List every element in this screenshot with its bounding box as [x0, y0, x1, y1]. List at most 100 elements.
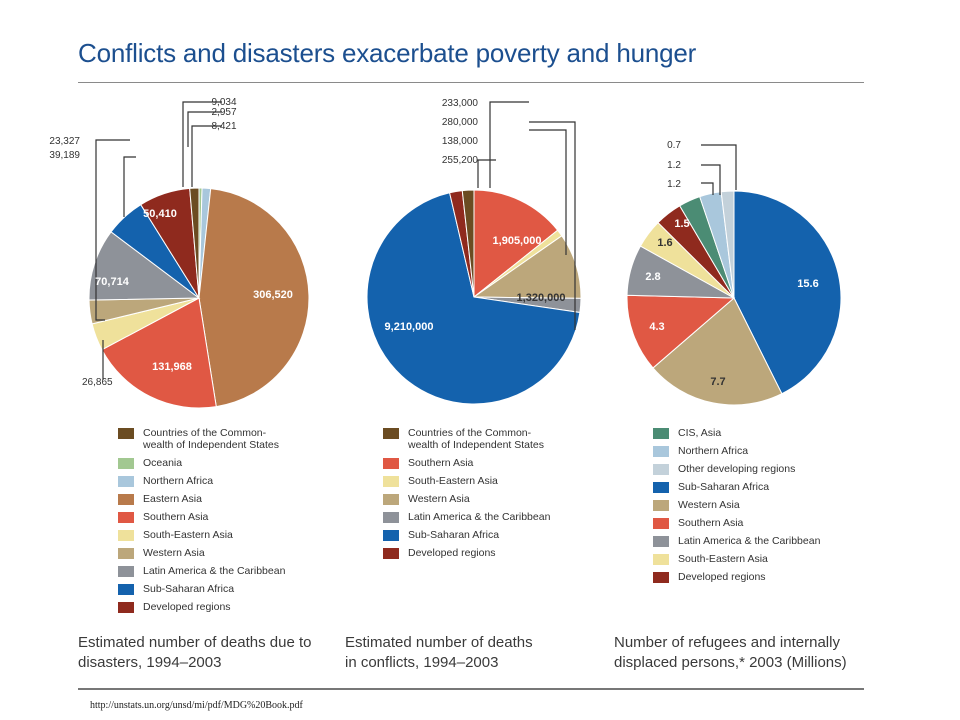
pie-chart-conflicts: 1,905,000 138,000 1,320,000 280,000 9,210,00…	[366, 98, 582, 405]
slice-label-cis-asia: 1.2	[667, 179, 681, 190]
callout-line-cis-asia	[701, 182, 714, 195]
legend-swatch	[653, 536, 669, 547]
legend-label: Sub-Saharan Africa	[143, 583, 235, 595]
legend-swatch	[118, 476, 134, 487]
legend-label: Developed regions	[143, 601, 231, 613]
legend-label: Developed regions	[408, 547, 496, 559]
slice-label-southern-asia: 131,968	[152, 361, 192, 373]
legend-conflicts: Countries of the Common- wealth of Indep…	[383, 427, 550, 565]
legend-item-developed-regions: Developed regions	[118, 601, 285, 613]
legend-swatch	[653, 428, 669, 439]
pie-slice-eastern-asia	[198, 188, 310, 408]
legend-swatch	[653, 464, 669, 475]
slice-label-countries-of-the-common-wealth-of-independent-states: 233,000	[442, 98, 479, 109]
legend-label: Latin America & the Caribbean	[678, 535, 821, 547]
legend-label: Sub-Saharan Africa	[678, 481, 770, 493]
slice-label-countries-of-the-common-wealth-of-independent-states: 9,034	[211, 97, 236, 108]
pie-slice-sub-saharan-africa	[366, 192, 581, 405]
slice-label-latin-america-and-the-caribbean: 280,000	[442, 117, 479, 128]
legend-label: South-Eastern Asia	[408, 475, 498, 487]
slice-label-northern-africa: 1.2	[667, 160, 681, 171]
legend-label: Northern Africa	[678, 445, 749, 457]
legend-item-western-asia: Western Asia	[383, 493, 550, 505]
callout-line-countries-of-the-common-wealth-of-independent-states	[182, 101, 222, 187]
slice-label-latin-america-and-the-caribbean: 2.8	[645, 271, 660, 283]
slice-label-northern-africa: 8,421	[211, 121, 236, 132]
slice-label-developed-regions: 50,410	[143, 208, 177, 220]
slice-label-other-developing-regions: 0.7	[667, 140, 681, 151]
pie-slice-southern-asia	[626, 294, 736, 369]
legend-item-sub-saharan-africa: Sub-Saharan Africa	[118, 583, 285, 595]
legend-item-countries-of-the-common-wealth-of-independent-states: Countries of the Common- wealth of Indep…	[118, 427, 285, 451]
legend-label: Southern Asia	[408, 457, 474, 469]
legend-item-sub-saharan-africa: Sub-Saharan Africa	[653, 481, 820, 493]
slice-label-sub-saharan-africa: 15.6	[797, 278, 818, 290]
legend-swatch	[118, 548, 134, 559]
slice-label-sub-saharan-africa: 39,189	[49, 150, 80, 161]
legend-item-southern-asia: Southern Asia	[383, 457, 550, 469]
legend-swatch	[118, 584, 134, 595]
legend-item-southern-asia: Southern Asia	[118, 511, 285, 523]
legend-swatch	[118, 494, 134, 505]
pie-slice-countries-of-the-common-wealth-of-independent-states	[461, 189, 475, 298]
legend-item-eastern-asia: Eastern Asia	[118, 493, 285, 505]
caption-disasters: Estimated number of deaths due to disast…	[78, 634, 312, 671]
page-title: Conflicts and disasters exacerbate pover…	[78, 38, 697, 68]
legend-label: CIS, Asia	[678, 427, 722, 439]
legend-label: Sub-Saharan Africa	[408, 529, 500, 541]
legend-item-northern-africa: Northern Africa	[653, 445, 820, 457]
legend-label: Western Asia	[143, 547, 205, 559]
pie-slice-countries-of-the-common-wealth-of-independent-states	[189, 187, 200, 299]
slice-label-southern-asia: 4.3	[649, 321, 664, 333]
legend-item-sub-saharan-africa: Sub-Saharan Africa	[383, 529, 550, 541]
legend-label: South-Eastern Asia	[678, 553, 768, 565]
title-divider	[78, 82, 864, 83]
callout-line-northern-africa	[191, 125, 222, 187]
pie-chart-refugees: 15.6 7.7 4.3 2.8 1.61.5 1.2 1.2 0.7	[626, 140, 842, 406]
legend-item-western-asia: Western Asia	[118, 547, 285, 559]
legend-swatch	[653, 500, 669, 511]
legend-item-latin-america-and-the-caribbean: Latin America & the Caribbean	[118, 565, 285, 577]
legend-swatch	[118, 458, 134, 469]
legend-label: Latin America & the Caribbean	[408, 511, 551, 523]
source-link[interactable]: http://unstats.un.org/unsd/mi/pdf/MDG%20…	[90, 700, 303, 711]
slice-label-southern-asia: 1,905,000	[493, 235, 542, 247]
callout-line-south-eastern-asia	[529, 129, 567, 255]
legend-item-developed-regions: Developed regions	[383, 547, 550, 559]
legend-item-other-developing-regions: Other developing regions	[653, 463, 820, 475]
callout-line-sub-saharan-africa	[123, 156, 136, 217]
legend-item-south-eastern-asia: South-Eastern Asia	[383, 475, 550, 487]
charts-canvas: 2,957 8,421 306,520 131,968 26,865 23,327 70,7…	[49, 97, 842, 409]
slice-label-oceania: 2,957	[211, 107, 236, 118]
legend-label: Developed regions	[678, 571, 766, 583]
callout-line-developed-regions	[477, 159, 496, 188]
legend-label: Latin America & the Caribbean	[143, 565, 286, 577]
legend-item-south-eastern-asia: South-Eastern Asia	[118, 529, 285, 541]
pie-slice-southern-asia	[101, 297, 217, 409]
legend-label: South-Eastern Asia	[143, 529, 233, 541]
legend-swatch	[383, 428, 399, 439]
slice-label-western-asia: 7.7	[710, 376, 725, 388]
legend-item-western-asia: Western Asia	[653, 499, 820, 511]
slice-label-latin-america-and-the-caribbean: 70,714	[95, 276, 130, 288]
legend-item-south-eastern-asia: South-Eastern Asia	[653, 553, 820, 565]
callout-line-other-developing-regions	[701, 144, 737, 190]
legend-item-southern-asia: Southern Asia	[653, 517, 820, 529]
slice-label-western-asia: 23,327	[49, 136, 80, 147]
legend-swatch	[118, 602, 134, 613]
legend-swatch	[383, 494, 399, 505]
legend-swatch	[653, 446, 669, 457]
legend-label: Countries of the Common- wealth of Indep…	[408, 427, 545, 451]
pie-slice-western-asia	[652, 297, 783, 406]
callout-line-northern-africa	[701, 164, 721, 195]
slice-label-eastern-asia: 306,520	[253, 289, 293, 301]
legend-label: Western Asia	[408, 493, 470, 505]
slice-label-developed-regions: 1.5	[674, 218, 689, 230]
legend-label: Eastern Asia	[143, 493, 202, 505]
callout-line-oceania	[187, 111, 222, 147]
legend-refugees: CIS, Asia Northern Africa Other developing…	[653, 427, 820, 589]
legend-disasters: Countries of the Common- wealth of Indep…	[118, 427, 285, 619]
slice-label-developed-regions: 255,200	[442, 155, 479, 166]
legend-label: Southern Asia	[143, 511, 209, 523]
legend-item-latin-america-and-the-caribbean: Latin America & the Caribbean	[653, 535, 820, 547]
